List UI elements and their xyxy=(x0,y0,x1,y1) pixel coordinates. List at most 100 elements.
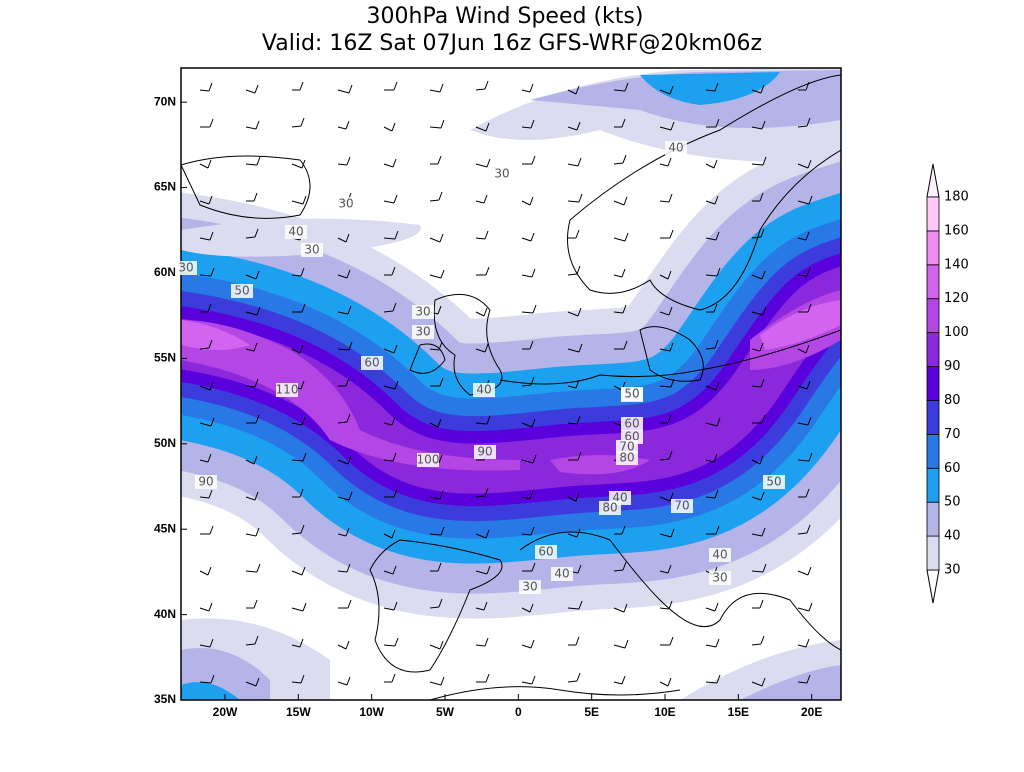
wind-barb xyxy=(613,196,628,206)
colorbar-swatch xyxy=(926,298,940,334)
wind-barb xyxy=(199,566,212,576)
wind-barb xyxy=(521,196,534,206)
wind-barb xyxy=(199,453,212,463)
contour-label-box xyxy=(763,475,785,489)
wind-patch xyxy=(640,72,780,105)
wind-barb xyxy=(384,488,398,498)
contour-label-box xyxy=(175,261,197,275)
x-tick-label: 20W xyxy=(213,705,238,719)
contour-label-box xyxy=(285,225,307,239)
wind-barb xyxy=(706,303,718,313)
wind-barb xyxy=(659,342,674,352)
wind-barb xyxy=(383,380,399,390)
colorbar: 30 40 50 60 70 80 90 100 120 140 160 180 xyxy=(926,163,969,604)
contour-label-box xyxy=(361,356,383,370)
wind-barb xyxy=(199,82,213,92)
colorbar-label: 40 xyxy=(944,529,961,544)
contour-label-box xyxy=(195,475,217,489)
wind-barb xyxy=(292,488,304,498)
contour-label: 90 xyxy=(477,445,492,459)
wind-barb xyxy=(199,231,214,241)
contour-label: 40 xyxy=(712,548,727,562)
wind-barb xyxy=(568,636,580,646)
wind-barb xyxy=(337,341,353,351)
wind-barb xyxy=(706,118,720,128)
wind-barb xyxy=(200,118,214,128)
wind-barb xyxy=(751,306,767,316)
wind-barb xyxy=(199,195,213,205)
y-tick-label: 65N xyxy=(154,180,176,194)
colorbar-low-arrow xyxy=(926,569,940,604)
wind-barb xyxy=(337,233,350,243)
wind-barb xyxy=(705,381,720,391)
wind-barb xyxy=(199,638,214,648)
wind-barb xyxy=(199,159,212,169)
colorbar-swatch xyxy=(926,230,940,266)
wind-barb xyxy=(521,490,534,500)
wind-barb xyxy=(567,415,581,425)
wind-barb xyxy=(475,122,490,132)
contour-label-box xyxy=(417,453,439,467)
y-tick-label: 35N xyxy=(154,692,176,706)
wind-barb xyxy=(659,600,673,610)
wind-barb xyxy=(567,157,582,167)
contour-label-box xyxy=(665,141,687,155)
wind-barb xyxy=(568,229,580,239)
wind-barb xyxy=(384,81,398,91)
wind-barb xyxy=(245,120,260,130)
wind-barb xyxy=(291,566,306,576)
contour-label: 80 xyxy=(602,501,617,515)
wind-barb xyxy=(383,158,397,168)
wind-barb xyxy=(429,418,442,428)
wind-barb xyxy=(291,524,305,535)
wind-barb xyxy=(797,344,810,354)
wind-barb xyxy=(337,84,353,94)
wind-barb xyxy=(659,306,673,316)
wind-barb xyxy=(476,673,490,683)
contour-label: 70 xyxy=(619,440,634,454)
wind-barb xyxy=(705,602,719,612)
wind-barb xyxy=(797,231,810,241)
wind-barb xyxy=(567,193,583,203)
contour-label-box xyxy=(276,383,298,397)
colorbar-swatch xyxy=(926,400,940,435)
contour-label-box xyxy=(491,167,513,181)
wind-barb xyxy=(751,635,765,646)
wind-barb xyxy=(567,265,581,276)
contour-label-box xyxy=(412,325,434,339)
wind-barb xyxy=(199,489,213,499)
colorbar-label: 100 xyxy=(944,325,969,340)
wind-barb xyxy=(337,676,351,686)
wind-barb xyxy=(292,303,306,313)
contour-label-box xyxy=(335,197,357,211)
wind-barb xyxy=(797,267,811,277)
wind-barb xyxy=(245,455,258,465)
wind-barb xyxy=(659,157,672,167)
contour-label: 70 xyxy=(674,499,689,513)
wind-barb xyxy=(751,156,767,166)
wind-barb xyxy=(797,159,812,169)
wind-barb xyxy=(337,640,350,650)
wind-core xyxy=(181,320,520,471)
wind-barb xyxy=(429,83,444,93)
wind-barb xyxy=(337,455,352,465)
wind-barb xyxy=(245,491,259,501)
wind-barb xyxy=(797,674,811,684)
wind-barb xyxy=(475,158,491,168)
wind-barb xyxy=(245,228,259,239)
wind-barb xyxy=(797,602,813,612)
contour-label: 30 xyxy=(494,167,509,181)
contour-label: 30 xyxy=(304,243,319,257)
wind-barb xyxy=(245,84,259,94)
contour-label-box xyxy=(551,567,573,581)
colorbar-label: 50 xyxy=(944,495,961,510)
wind-barb xyxy=(751,527,766,537)
contour-label: 30 xyxy=(415,305,430,319)
wind-barb xyxy=(659,270,672,280)
wind-barb xyxy=(199,417,215,427)
wind-barb xyxy=(245,563,261,573)
contour-label-box xyxy=(231,284,253,298)
colorbar-swatch xyxy=(926,433,940,469)
contour-label-box xyxy=(474,445,496,459)
